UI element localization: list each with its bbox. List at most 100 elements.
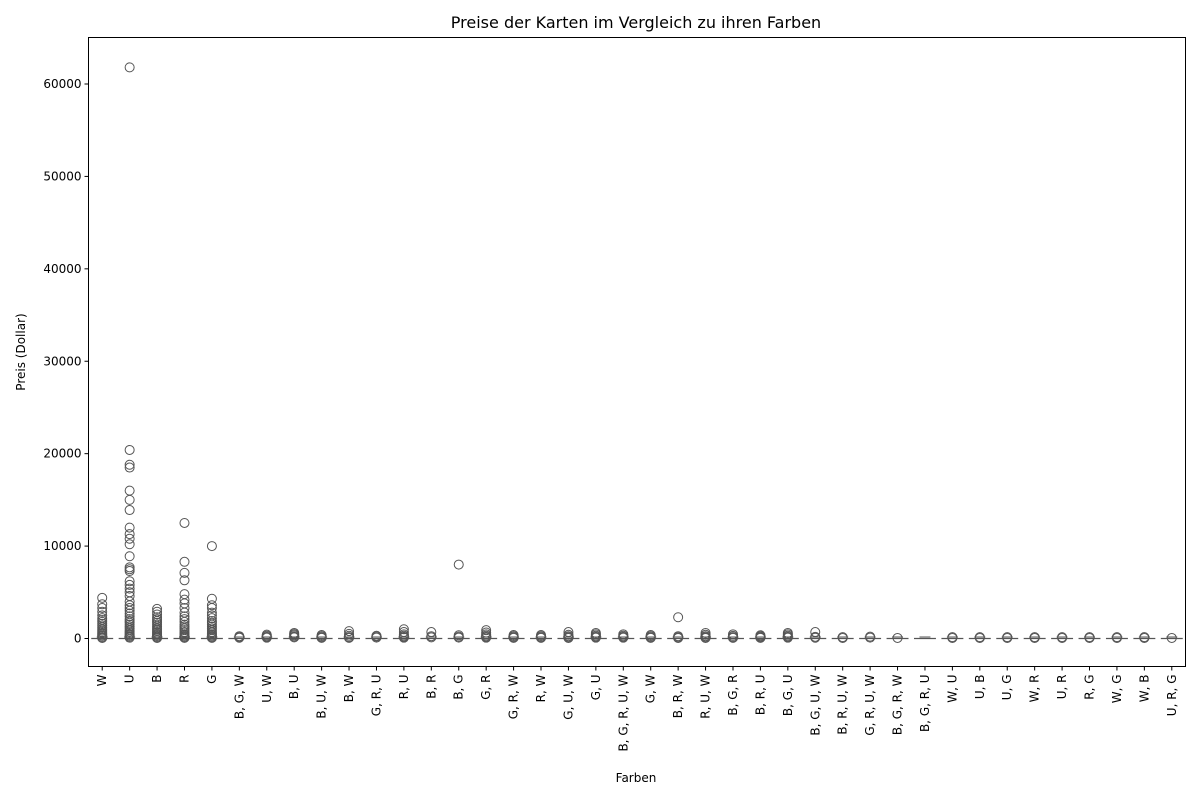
outlier-point — [97, 603, 108, 614]
outlier-point — [810, 627, 821, 638]
x-tick-label: G, U, W — [561, 674, 575, 719]
x-tick-label: B, U, W — [315, 674, 329, 718]
x-tick-label: R, U, W — [699, 674, 713, 718]
box-group — [749, 630, 772, 643]
outlier-point — [179, 567, 190, 578]
outlier-point — [371, 632, 382, 643]
outlier-point — [124, 494, 135, 505]
outlier-point — [1057, 632, 1068, 643]
box-group — [996, 632, 1019, 643]
x-tick-label: W — [95, 674, 109, 686]
box-group — [530, 629, 552, 643]
plot-frame — [88, 37, 1186, 667]
outlier-point — [645, 632, 656, 643]
outlier-point — [124, 529, 135, 540]
outlier-point — [1029, 632, 1040, 643]
x-tick-label: W, R — [1028, 675, 1042, 703]
outlier-point — [289, 632, 300, 643]
box-group — [283, 627, 306, 643]
outlier-point — [124, 522, 135, 533]
x-tick-label: W, G — [1110, 675, 1124, 704]
x-tick-label: B, U — [287, 675, 301, 700]
y-tick-label: 20000 — [43, 447, 81, 461]
x-tick-label: B, R — [424, 675, 438, 699]
x-tick-label: B, G, R, U — [918, 675, 932, 733]
outlier-point — [206, 607, 217, 618]
box-group — [722, 629, 744, 643]
x-axis-label: Farben — [616, 771, 657, 785]
outlier-point — [316, 632, 327, 643]
outlier-point — [124, 583, 135, 594]
box-group — [804, 627, 827, 643]
box-group — [831, 632, 854, 643]
outlier-point — [344, 632, 355, 643]
outlier-point — [179, 589, 190, 600]
box-group — [941, 632, 964, 643]
box-group — [200, 541, 223, 643]
outlier-point — [398, 632, 409, 643]
y-tick-label: 0 — [74, 632, 82, 646]
y-tick-label: 60000 — [43, 77, 81, 91]
plot-area — [91, 62, 1183, 643]
x-tick-label: G, R — [479, 675, 493, 700]
outlier-point — [398, 627, 409, 638]
box-group — [502, 629, 525, 643]
x-tick-label: W, U — [945, 675, 959, 703]
outlier-point — [97, 592, 108, 603]
box-group — [1051, 632, 1074, 643]
outlier-point — [206, 632, 217, 643]
outlier-point — [261, 632, 272, 643]
outlier-point — [810, 632, 821, 643]
box-group — [420, 627, 443, 643]
outlier-point — [673, 632, 684, 643]
outlier-point — [563, 627, 574, 638]
outlier-point — [563, 632, 574, 643]
outlier-point — [892, 632, 903, 643]
x-axis: W U B R G B, G, W U, W B, U B, U, W B, W G, R, U R,… — [95, 666, 1179, 752]
box-group — [447, 559, 470, 643]
outlier-point — [206, 603, 217, 614]
outlier-point — [124, 579, 135, 590]
x-tick-label: U, W — [260, 674, 274, 702]
box-group — [557, 627, 580, 643]
box-group — [91, 592, 114, 643]
box-group — [859, 631, 882, 643]
outlier-point — [1084, 632, 1095, 643]
x-tick-label: G, R, W — [507, 674, 521, 719]
x-tick-label: B, G, U, W — [808, 674, 822, 735]
outlier-point — [453, 632, 464, 643]
box-group — [365, 630, 388, 643]
y-tick-label: 30000 — [43, 354, 81, 368]
outlier-point — [206, 541, 217, 552]
box-group — [146, 603, 169, 643]
box-group — [667, 612, 690, 643]
outlier-point — [1166, 632, 1177, 643]
outlier-point — [152, 609, 163, 620]
x-tick-label: G, U — [589, 675, 603, 701]
outlier-point — [673, 612, 684, 623]
chart-title: Preise der Karten im Vergleich zu ihren … — [451, 13, 821, 32]
x-tick-label: U, B — [973, 675, 987, 700]
box-group — [968, 632, 991, 643]
outlier-point — [124, 462, 135, 473]
outlier-point — [124, 632, 135, 643]
outlier-point — [124, 505, 135, 516]
outlier-point — [179, 616, 190, 627]
x-tick-label: R, U — [397, 675, 411, 700]
outlier-point — [398, 624, 409, 635]
outlier-point — [782, 632, 793, 643]
x-tick-label: R — [177, 675, 191, 683]
outlier-point — [755, 632, 766, 643]
x-tick-label: R, G — [1083, 675, 1097, 700]
box-group — [1133, 632, 1156, 643]
outlier-point — [124, 62, 135, 73]
outlier-point — [124, 605, 135, 616]
box-group — [1105, 632, 1128, 643]
outlier-point — [481, 625, 492, 636]
box-group — [612, 629, 635, 643]
box-group — [584, 627, 607, 643]
y-axis: 0 10000 20000 30000 40000 50000 60000 — [43, 77, 89, 646]
box-group — [228, 631, 251, 643]
outlier-point — [124, 576, 135, 587]
